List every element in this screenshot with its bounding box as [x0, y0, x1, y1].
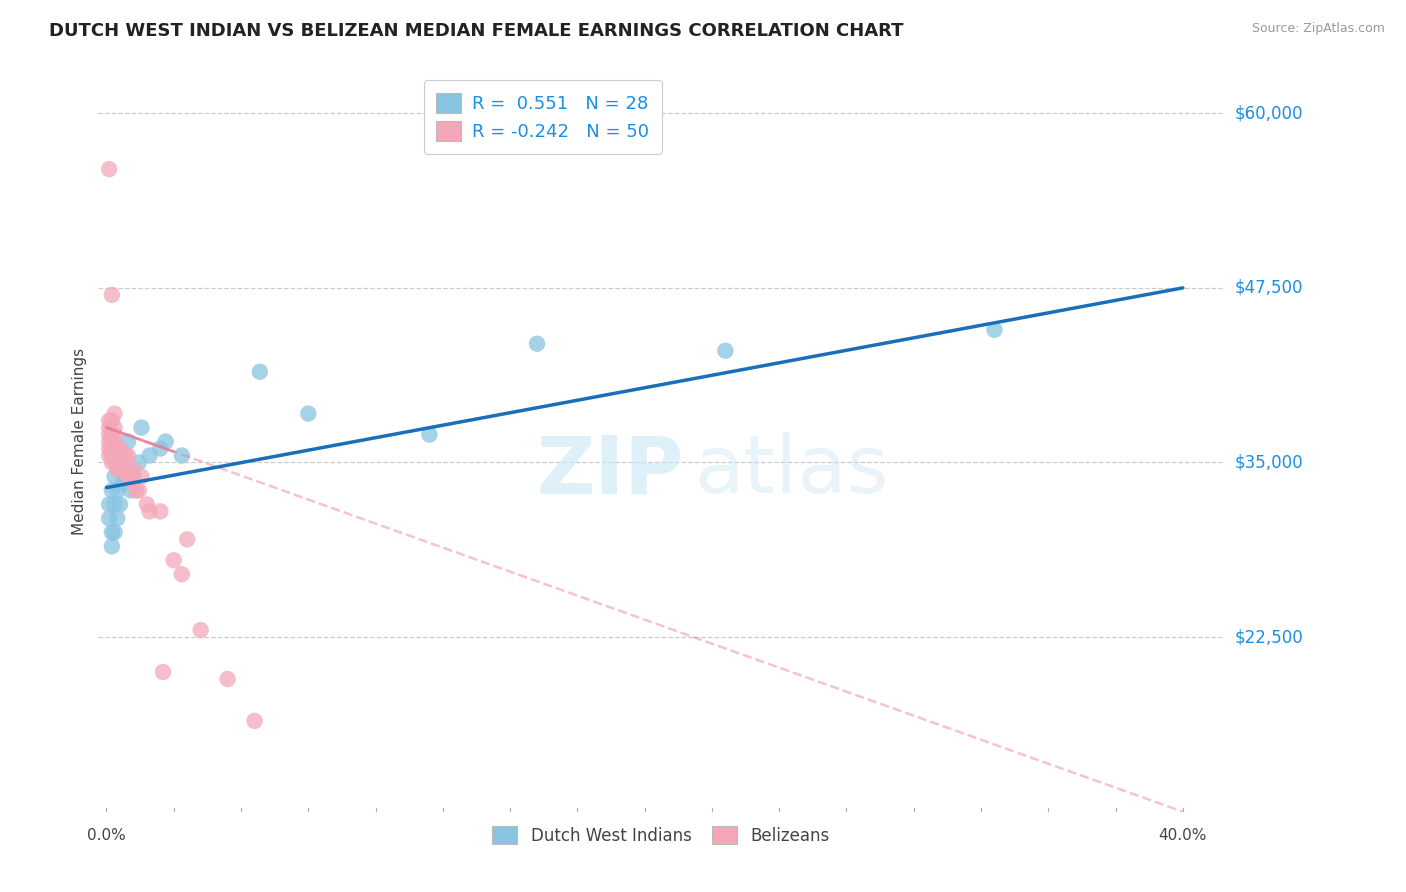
- Point: [249, 365, 271, 379]
- Text: $22,500: $22,500: [1234, 628, 1303, 646]
- Point: [101, 288, 124, 302]
- Point: [98, 434, 121, 449]
- Point: [138, 504, 160, 518]
- Point: [111, 455, 134, 469]
- Point: [105, 462, 128, 476]
- Point: [128, 455, 150, 469]
- Point: [105, 483, 128, 498]
- Text: atlas: atlas: [695, 432, 889, 510]
- Point: [103, 497, 125, 511]
- Point: [190, 623, 212, 637]
- Point: [103, 469, 125, 483]
- Point: [108, 462, 131, 476]
- Point: [114, 469, 136, 483]
- Point: [114, 462, 136, 476]
- Point: [131, 469, 153, 483]
- Point: [98, 162, 121, 177]
- Point: [163, 553, 186, 567]
- Point: [108, 442, 131, 456]
- Point: [103, 407, 125, 421]
- Text: $60,000: $60,000: [1234, 104, 1303, 122]
- Point: [101, 539, 124, 553]
- Point: [98, 497, 121, 511]
- Text: 0.0%: 0.0%: [87, 829, 127, 844]
- Point: [101, 455, 124, 469]
- Point: [108, 455, 131, 469]
- Point: [117, 434, 139, 449]
- Point: [111, 462, 134, 476]
- Point: [98, 449, 121, 463]
- Point: [103, 442, 125, 456]
- Text: $47,500: $47,500: [1234, 279, 1303, 297]
- Point: [98, 414, 121, 428]
- Point: [101, 442, 124, 456]
- Y-axis label: Median Female Earnings: Median Female Earnings: [72, 348, 87, 535]
- Point: [135, 497, 157, 511]
- Point: [117, 469, 139, 483]
- Text: Source: ZipAtlas.com: Source: ZipAtlas.com: [1251, 22, 1385, 36]
- Point: [105, 449, 128, 463]
- Point: [101, 427, 124, 442]
- Point: [149, 442, 172, 456]
- Point: [176, 533, 198, 547]
- Point: [170, 449, 193, 463]
- Point: [98, 427, 121, 442]
- Point: [120, 469, 142, 483]
- Point: [125, 483, 148, 498]
- Point: [117, 449, 139, 463]
- Point: [122, 476, 145, 491]
- Point: [120, 483, 142, 498]
- Point: [217, 672, 239, 686]
- Point: [131, 420, 153, 434]
- Legend: Dutch West Indians, Belizeans: Dutch West Indians, Belizeans: [485, 820, 837, 852]
- Text: 40.0%: 40.0%: [1159, 829, 1206, 844]
- Text: ZIP: ZIP: [536, 432, 683, 510]
- Point: [101, 525, 124, 540]
- Point: [103, 525, 125, 540]
- Point: [101, 414, 124, 428]
- Point: [108, 449, 131, 463]
- Point: [98, 420, 121, 434]
- Point: [111, 476, 134, 491]
- Point: [152, 665, 174, 679]
- Point: [103, 434, 125, 449]
- Point: [114, 449, 136, 463]
- Point: [105, 442, 128, 456]
- Point: [122, 462, 145, 476]
- Point: [105, 455, 128, 469]
- Point: [98, 442, 121, 456]
- Point: [170, 567, 193, 582]
- Point: [983, 323, 1005, 337]
- Point: [103, 449, 125, 463]
- Point: [138, 449, 160, 463]
- Point: [714, 343, 737, 358]
- Point: [101, 449, 124, 463]
- Text: $35,000: $35,000: [1234, 453, 1303, 472]
- Text: DUTCH WEST INDIAN VS BELIZEAN MEDIAN FEMALE EARNINGS CORRELATION CHART: DUTCH WEST INDIAN VS BELIZEAN MEDIAN FEM…: [49, 22, 904, 40]
- Point: [243, 714, 266, 728]
- Point: [149, 504, 172, 518]
- Point: [297, 407, 319, 421]
- Point: [103, 455, 125, 469]
- Point: [418, 427, 440, 442]
- Point: [122, 469, 145, 483]
- Point: [526, 336, 548, 351]
- Point: [108, 497, 131, 511]
- Point: [155, 434, 177, 449]
- Point: [101, 483, 124, 498]
- Point: [105, 511, 128, 525]
- Point: [128, 483, 150, 498]
- Point: [98, 511, 121, 525]
- Point: [103, 427, 125, 442]
- Point: [103, 420, 125, 434]
